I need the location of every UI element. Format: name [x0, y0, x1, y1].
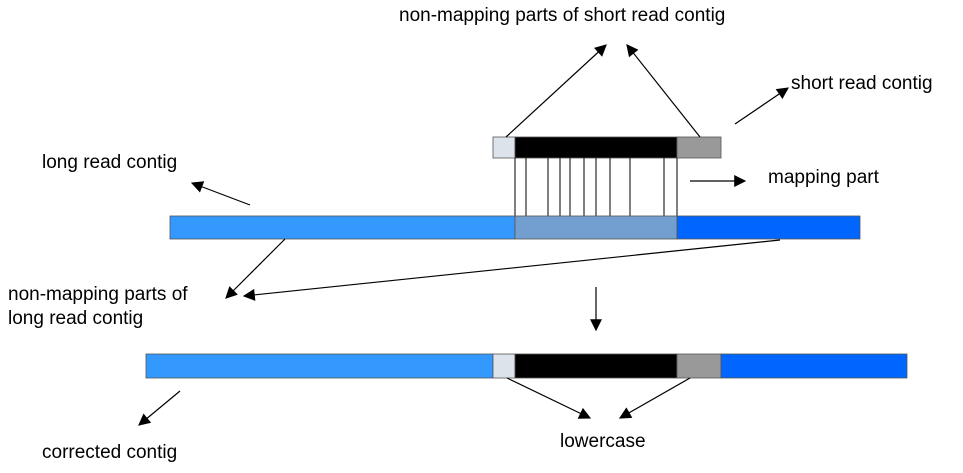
arrow-nonmap-short-left — [505, 44, 607, 138]
arrow-short-read-contig — [734, 87, 789, 125]
corrected-right-long-part — [720, 353, 908, 379]
short-read-contig — [492, 136, 722, 159]
arrow-corrected-contig — [138, 390, 181, 426]
long-contig-mapped-part — [514, 215, 678, 240]
mapping-lines — [514, 158, 678, 216]
label-non-mapping-long-line2: long read contig — [8, 308, 144, 329]
label-short-read-contig: short read contig — [791, 73, 933, 94]
short-contig-mapping-core — [514, 136, 678, 159]
arrow-nonmap-short-right — [626, 44, 701, 138]
corrected-left-long-part — [145, 353, 494, 379]
label-long-read-contig: long read contig — [42, 152, 178, 173]
label-non-mapping-long-line1: non-mapping parts of — [8, 284, 188, 305]
long-contig-left-nonmapping — [169, 215, 516, 240]
arrow-nonmap-long-right — [242, 239, 781, 301]
corrected-lowercase-left — [492, 353, 516, 379]
arrows — [138, 44, 789, 426]
arrow-lowercase-left — [506, 377, 592, 419]
long-read-contig — [169, 215, 861, 240]
arrow-nonmap-long-left — [225, 238, 286, 299]
arrow-long-read-contig — [190, 181, 251, 206]
label-non-mapping-short: non-mapping parts of short read contig — [399, 5, 726, 26]
corrected-contig — [145, 353, 908, 379]
label-corrected-contig: corrected contig — [42, 442, 178, 463]
short-contig-left-nonmapping — [492, 136, 516, 159]
corrected-lowercase-right — [676, 353, 722, 379]
label-non-mapping-long: non-mapping parts of long read contig — [8, 283, 188, 331]
long-contig-right-nonmapping — [676, 215, 861, 240]
label-mapping-part: mapping part — [768, 167, 879, 188]
short-contig-right-nonmapping — [676, 136, 722, 159]
corrected-short-core — [514, 353, 678, 379]
label-lowercase: lowercase — [560, 431, 646, 452]
arrow-lowercase-right — [618, 377, 691, 419]
